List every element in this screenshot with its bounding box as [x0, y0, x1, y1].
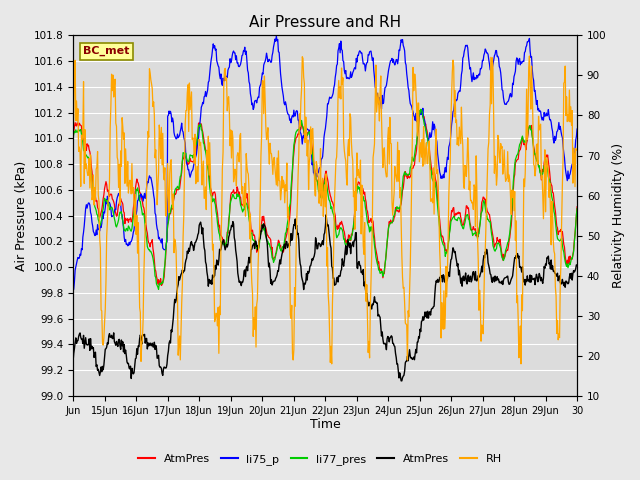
Line: AtmPres: AtmPres — [73, 215, 577, 381]
AtmPres — [209, 193, 216, 199]
AtmPres — [401, 169, 409, 175]
li75_p — [181, 140, 189, 146]
RH — [328, 361, 335, 367]
li75_p — [69, 288, 77, 294]
li77_pres — [182, 150, 189, 156]
li77_pres — [78, 132, 86, 137]
AtmPres — [398, 378, 406, 384]
li77_pres — [69, 138, 77, 144]
AtmPres — [573, 263, 581, 268]
AtmPres — [78, 131, 86, 136]
li75_p — [273, 33, 280, 39]
Line: AtmPres: AtmPres — [73, 109, 577, 286]
li77_pres — [401, 172, 409, 178]
Text: BC_met: BC_met — [83, 46, 129, 57]
AtmPres — [182, 154, 189, 160]
RH — [401, 320, 409, 326]
AtmPres — [208, 281, 216, 287]
Legend: AtmPres, li75_p, li77_pres, AtmPres, RH: AtmPres, li75_p, li77_pres, AtmPres, RH — [134, 450, 506, 469]
RH — [181, 121, 189, 127]
AtmPres — [181, 261, 189, 266]
RH — [78, 137, 86, 143]
Y-axis label: Relativity Humidity (%): Relativity Humidity (%) — [612, 143, 625, 288]
RH — [208, 219, 216, 225]
AtmPres — [157, 283, 165, 288]
RH — [573, 147, 581, 153]
li77_pres — [155, 287, 163, 292]
li77_pres — [573, 206, 581, 212]
li75_p — [573, 126, 581, 132]
Line: RH: RH — [73, 56, 577, 364]
AtmPres — [69, 359, 77, 365]
X-axis label: Time: Time — [310, 419, 340, 432]
AtmPres — [69, 135, 77, 141]
li75_p — [208, 53, 216, 59]
AtmPres — [323, 212, 330, 218]
RH — [130, 202, 138, 208]
Title: Air Pressure and RH: Air Pressure and RH — [249, 15, 401, 30]
li75_p — [387, 58, 394, 63]
AtmPres — [387, 335, 394, 340]
li77_pres — [387, 220, 394, 226]
AtmPres — [130, 200, 138, 205]
Line: li77_pres: li77_pres — [73, 109, 577, 289]
RH — [69, 136, 77, 142]
AtmPres — [573, 204, 581, 210]
li77_pres — [209, 199, 216, 204]
Y-axis label: Air Pressure (kPa): Air Pressure (kPa) — [15, 160, 28, 271]
RH — [525, 53, 533, 59]
AtmPres — [130, 370, 138, 376]
li77_pres — [130, 208, 138, 214]
li75_p — [130, 228, 138, 233]
AtmPres — [78, 336, 86, 342]
Line: li75_p: li75_p — [73, 36, 577, 291]
AtmPres — [387, 217, 394, 223]
AtmPres — [402, 359, 410, 364]
AtmPres — [418, 107, 426, 112]
li75_p — [401, 60, 409, 65]
li75_p — [78, 247, 86, 252]
li77_pres — [417, 107, 424, 112]
RH — [387, 140, 394, 146]
